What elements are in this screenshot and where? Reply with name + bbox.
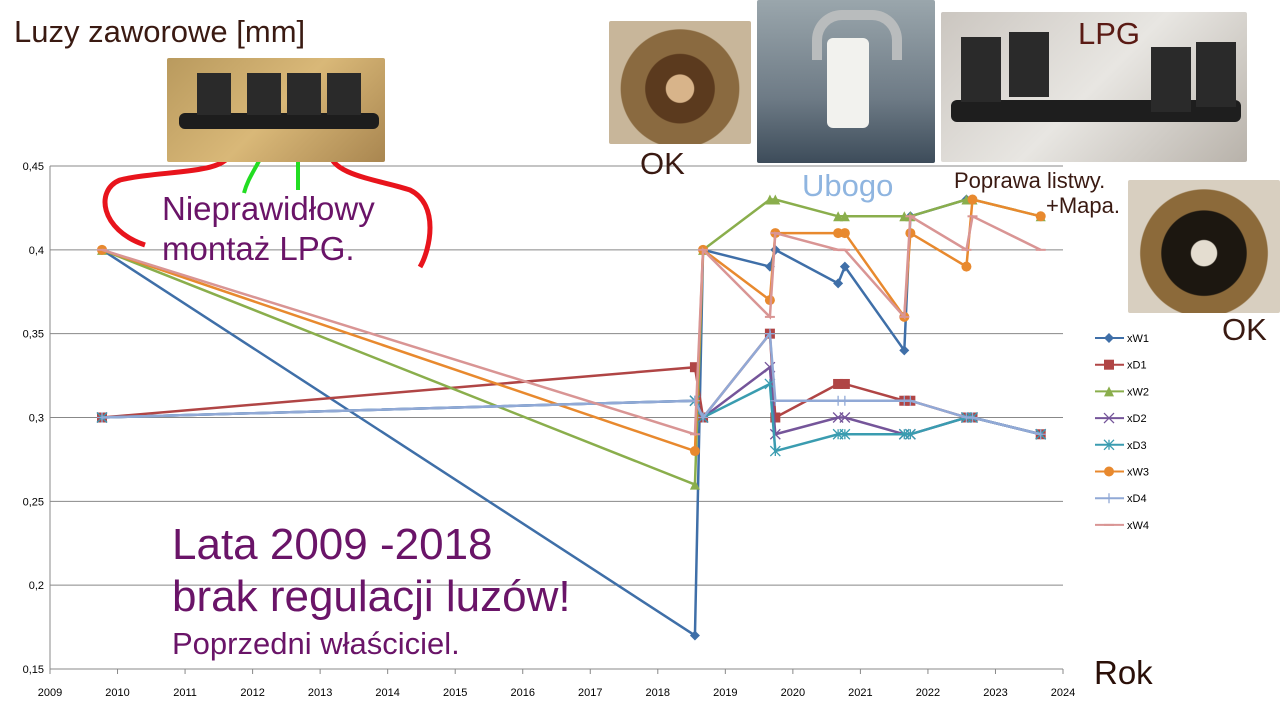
legend-marker-xW1 [1104, 333, 1114, 343]
data-point-xD1 [833, 378, 844, 389]
data-point-xD2 [839, 412, 851, 423]
years-label: Lata 2009 -2018 [172, 520, 493, 569]
data-point-xW3 [961, 261, 972, 272]
incorrect-lpg-label-1: Nieprawidłowy [162, 190, 375, 227]
legend-marker-xW3 [1104, 466, 1114, 477]
legend-label-xW1: xW1 [1127, 333, 1149, 345]
no-adjustment-label: brak regulacji luzów! [172, 572, 571, 621]
poprawa-label: Poprawa listwy. [954, 168, 1106, 193]
data-point-xW3 [839, 228, 850, 239]
data-point-xD4 [97, 412, 108, 423]
lpg-label: LPG [1078, 16, 1141, 51]
legend-label-xD1: xD1 [1127, 360, 1147, 372]
series-xW4 [97, 214, 1046, 436]
data-point-xD4 [764, 328, 775, 339]
x-tick-label: 2010 [105, 687, 129, 699]
data-point-xW2 [839, 211, 850, 222]
chart-title: Luzy zaworowe [mm] [14, 14, 306, 49]
mapa-label: +Mapa. [1046, 193, 1120, 218]
y-tick-label: 0,35 [23, 329, 44, 341]
x-tick-label: 2023 [983, 687, 1007, 699]
data-point-xD1 [689, 362, 700, 373]
red-bracket-right [327, 151, 433, 269]
data-point-xW2 [689, 479, 700, 490]
data-point-xW3 [1035, 211, 1046, 222]
x-tick-label: 2011 [173, 687, 197, 699]
data-point-xW2 [833, 211, 844, 222]
red-bracket-left [102, 151, 233, 248]
data-point-xD2 [769, 428, 781, 440]
series-line-xD1 [101, 330, 1042, 436]
lpg-rail-photo [167, 58, 385, 162]
x-tick-label: 2021 [848, 687, 872, 699]
data-point-xD4 [905, 395, 916, 406]
y-tick-label: 0,3 [29, 413, 44, 425]
y-tick-label: 0,15 [23, 664, 44, 676]
data-point-xD3 [904, 428, 916, 440]
legend-marker-xD3 [1103, 439, 1115, 451]
series-line-xD4 [101, 330, 1042, 436]
data-point-xD3 [839, 428, 851, 440]
legend-marker-xD4 [1104, 493, 1114, 504]
ok-label-2: OK [1222, 312, 1267, 347]
legend-label-xW4: xW4 [1127, 520, 1149, 532]
data-point-xD4 [1035, 429, 1046, 440]
legend-label-xD3: xD3 [1127, 440, 1147, 452]
x-tick-label: 2016 [510, 687, 534, 699]
y-tick-label: 0,25 [23, 496, 44, 508]
x-tick-label: 2020 [781, 687, 805, 699]
x-tick-label: 2009 [38, 687, 62, 699]
x-tick-label: 2018 [646, 687, 670, 699]
previous-owner-label: Poprzedni właściciel. [172, 626, 460, 661]
data-point-xW1 [833, 278, 844, 289]
data-point-xD4 [770, 395, 781, 406]
data-point-xD4 [689, 395, 700, 406]
incorrect-lpg-label-2: montaż LPG. [162, 230, 355, 267]
y-tick-label: 0,2 [29, 580, 44, 592]
data-point-xW3 [689, 446, 700, 457]
legend-label-xD4: xD4 [1127, 493, 1147, 505]
series-xD4 [97, 328, 1046, 440]
data-point-xD1 [770, 412, 781, 423]
data-point-xD1 [839, 378, 850, 389]
x-tick-label: 2019 [713, 687, 737, 699]
data-point-xW1 [899, 345, 910, 356]
legend-label-xW3: xW3 [1127, 467, 1149, 479]
y-tick-label: 0,4 [29, 245, 44, 257]
data-point-xW2 [770, 194, 781, 205]
lpg-injectors-photo [941, 12, 1247, 162]
ubogo-label: Ubogo [802, 168, 894, 203]
ok-label-1: OK [640, 146, 685, 181]
data-point-xD3 [769, 445, 781, 457]
y-tick-label: 0,45 [23, 161, 44, 173]
spark-plug-lean-photo [757, 0, 935, 163]
data-point-xD4 [698, 412, 709, 423]
legend-marker-xD2 [1103, 412, 1115, 424]
data-point-xW1 [839, 261, 850, 272]
data-point-xD4 [839, 395, 850, 406]
x-tick-label: 2015 [443, 687, 467, 699]
x-tick-label: 2014 [375, 687, 399, 699]
data-point-xD4 [967, 412, 978, 423]
spark-plug-ok-photo-2 [1128, 180, 1280, 313]
data-point-xW3 [967, 194, 978, 205]
x-tick-label: 2012 [240, 687, 264, 699]
spark-plug-ok-photo [609, 21, 751, 144]
x-axis-title: Rok [1094, 654, 1153, 691]
legend-label-xW2: xW2 [1127, 386, 1149, 398]
legend-marker-xD1 [1104, 359, 1114, 370]
x-tick-label: 2024 [1051, 687, 1075, 699]
legend-marker-xW2 [1104, 386, 1114, 397]
data-point-xW1 [689, 630, 700, 641]
x-tick-label: 2017 [578, 687, 602, 699]
legend-label-xD2: xD2 [1127, 413, 1147, 425]
x-tick-label: 2013 [308, 687, 332, 699]
x-tick-label: 2022 [916, 687, 940, 699]
